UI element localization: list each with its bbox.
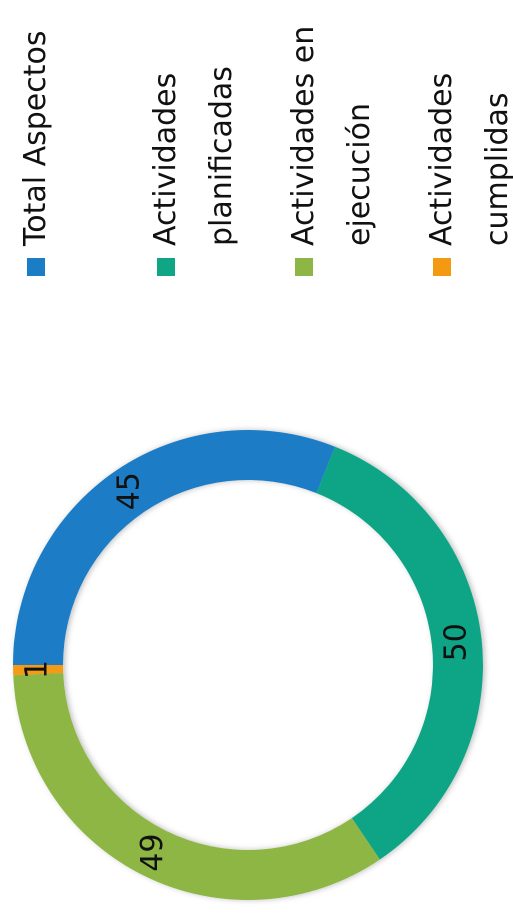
legend-swatch (27, 258, 45, 276)
legend: Total Aspectos Actividades planificadas Ac… (8, 6, 513, 276)
data-label: 50 (438, 623, 473, 661)
data-label: 45 (112, 472, 147, 510)
donut-chart: 45 50 49 1 (13, 429, 484, 900)
legend-label: Actividades planificadas (148, 66, 239, 246)
legend-label: Actividades cumplidas (424, 72, 513, 246)
data-labels: 45 50 49 1 (20, 472, 474, 872)
legend-item: Actividades cumplidas (414, 6, 513, 276)
legend-item: Actividades en ejecución (276, 6, 388, 276)
legend-swatch (433, 258, 451, 276)
data-label: 1 (20, 660, 55, 679)
legend-swatch (295, 258, 313, 276)
legend-label: Actividades en ejecución (286, 25, 377, 246)
donut-segment (316, 446, 484, 860)
data-label: 49 (135, 834, 170, 872)
donut-segment (13, 673, 380, 900)
donut-segment (13, 429, 335, 665)
legend-label: Total Aspectos (18, 30, 53, 247)
legend-item: Total Aspectos (8, 6, 64, 276)
legend-item: Actividades planificadas (138, 6, 250, 276)
legend-swatch (157, 258, 175, 276)
ring (13, 429, 484, 900)
donut-segment (13, 665, 64, 676)
